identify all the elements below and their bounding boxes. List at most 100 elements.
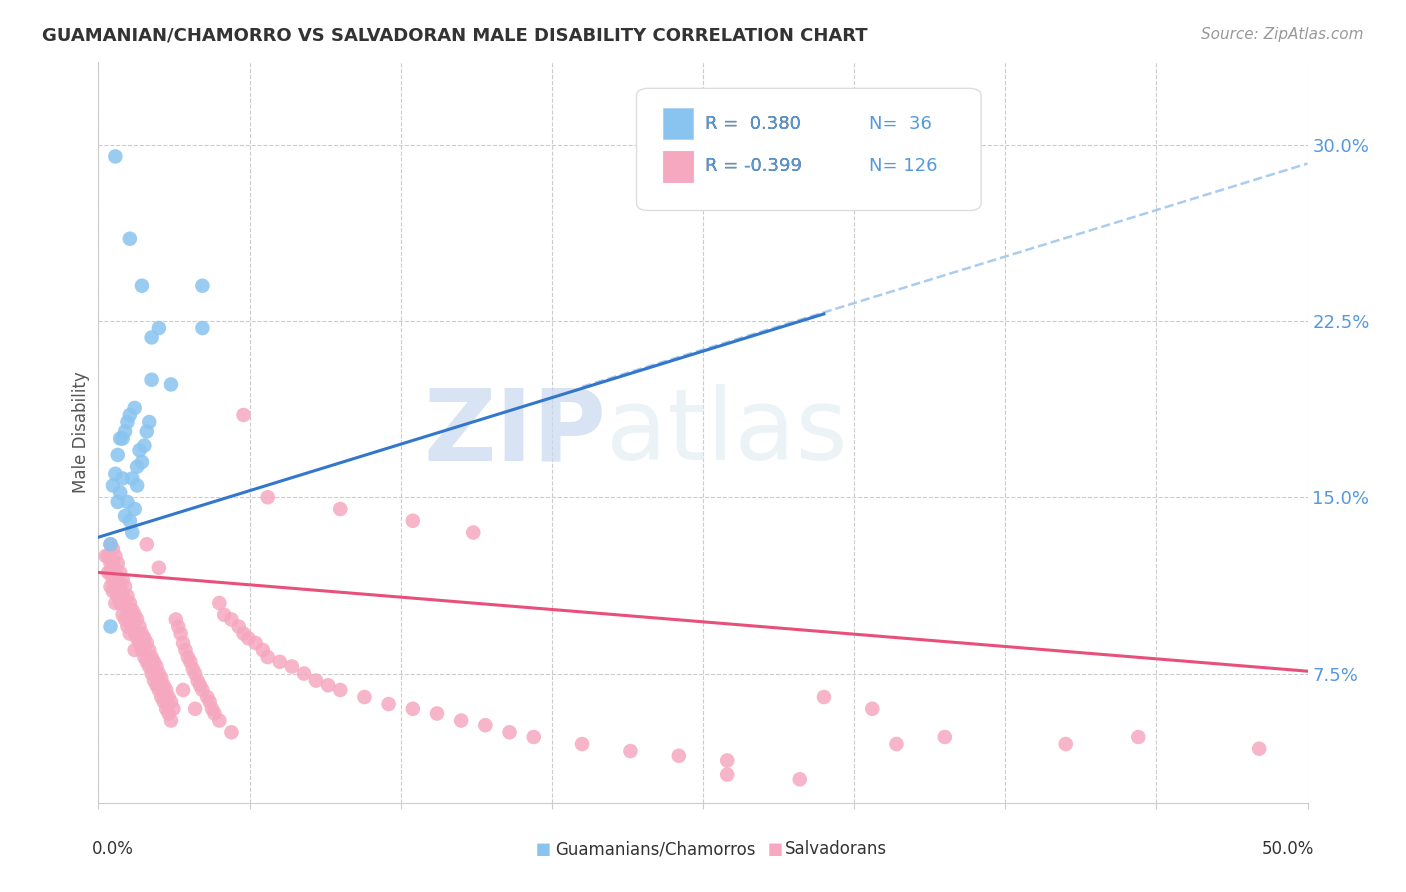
Point [108, 596, 131, 610]
Point [117, 415, 139, 429]
Point [172, 636, 194, 650]
Point [108, 566, 131, 580]
Point [208, 596, 231, 610]
Point [813, 690, 835, 704]
Point [177, 650, 200, 665]
Point [100, 580, 122, 594]
Point [886, 737, 908, 751]
Point [232, 626, 254, 640]
Point [111, 607, 134, 622]
Point [143, 673, 166, 688]
Point [108, 485, 131, 500]
Point [134, 438, 156, 452]
Point [1054, 737, 1077, 751]
Point [94, 549, 117, 563]
Point [160, 695, 183, 709]
Point [138, 643, 160, 657]
Point [134, 632, 156, 646]
Point [117, 589, 139, 603]
Point [104, 580, 127, 594]
Point [934, 730, 956, 744]
Point [148, 561, 170, 575]
Point [221, 612, 243, 626]
Point [128, 619, 150, 633]
FancyBboxPatch shape [637, 88, 981, 211]
Point [127, 478, 149, 492]
Point [97, 566, 120, 580]
Point [141, 330, 163, 344]
Point [111, 589, 134, 603]
Point [668, 748, 690, 763]
Point [221, 725, 243, 739]
Point [426, 706, 449, 721]
Text: Guamanians/Chamorros: Guamanians/Chamorros [555, 840, 756, 858]
Text: R =  0.380: R = 0.380 [706, 115, 801, 133]
Point [124, 502, 146, 516]
Point [789, 772, 811, 787]
Point [118, 626, 141, 640]
Point [402, 514, 425, 528]
Point [108, 580, 131, 594]
Point [107, 589, 129, 603]
Point [256, 650, 278, 665]
Text: R = -0.399: R = -0.399 [706, 157, 803, 175]
Point [131, 643, 153, 657]
Point [353, 690, 375, 704]
Point [118, 514, 141, 528]
Point [152, 695, 174, 709]
Point [104, 149, 127, 163]
Text: ▪: ▪ [534, 838, 551, 861]
Point [101, 584, 124, 599]
Point [100, 619, 122, 633]
Point [111, 432, 134, 446]
Point [155, 683, 177, 698]
Point [148, 683, 170, 698]
Point [450, 714, 472, 728]
Point [150, 671, 173, 685]
Text: 0.0%: 0.0% [91, 840, 134, 858]
Point [165, 612, 187, 626]
Point [329, 502, 352, 516]
Point [169, 626, 191, 640]
FancyBboxPatch shape [664, 151, 693, 182]
Point [187, 673, 209, 688]
Point [114, 596, 136, 610]
Point [104, 566, 127, 580]
Text: R =  0.380: R = 0.380 [706, 115, 801, 133]
Text: Source: ZipAtlas.com: Source: ZipAtlas.com [1201, 27, 1364, 42]
Point [131, 626, 153, 640]
Point [148, 321, 170, 335]
Point [101, 478, 124, 492]
Point [191, 683, 214, 698]
Point [174, 643, 197, 657]
Point [127, 459, 149, 474]
Point [252, 643, 274, 657]
Point [523, 730, 546, 744]
Point [716, 754, 738, 768]
Point [316, 678, 339, 692]
Point [118, 232, 141, 246]
Point [127, 632, 149, 646]
Text: GUAMANIAN/CHAMORRO VS SALVADORAN MALE DISABILITY CORRELATION CHART: GUAMANIAN/CHAMORRO VS SALVADORAN MALE DI… [42, 27, 868, 45]
Point [184, 666, 207, 681]
Point [138, 415, 160, 429]
Point [100, 566, 122, 580]
Point [128, 443, 150, 458]
Point [118, 596, 141, 610]
Point [107, 448, 129, 462]
Point [184, 702, 207, 716]
Text: ▪: ▪ [766, 838, 783, 861]
Point [114, 425, 136, 439]
Point [124, 643, 146, 657]
Point [118, 612, 141, 626]
Point [329, 683, 352, 698]
Point [160, 714, 183, 728]
Point [143, 655, 166, 669]
Point [148, 666, 170, 681]
Point [281, 659, 304, 673]
Text: ZIP: ZIP [423, 384, 606, 481]
Point [167, 619, 190, 633]
Text: atlas: atlas [606, 384, 848, 481]
Point [212, 607, 235, 622]
Point [191, 321, 214, 335]
